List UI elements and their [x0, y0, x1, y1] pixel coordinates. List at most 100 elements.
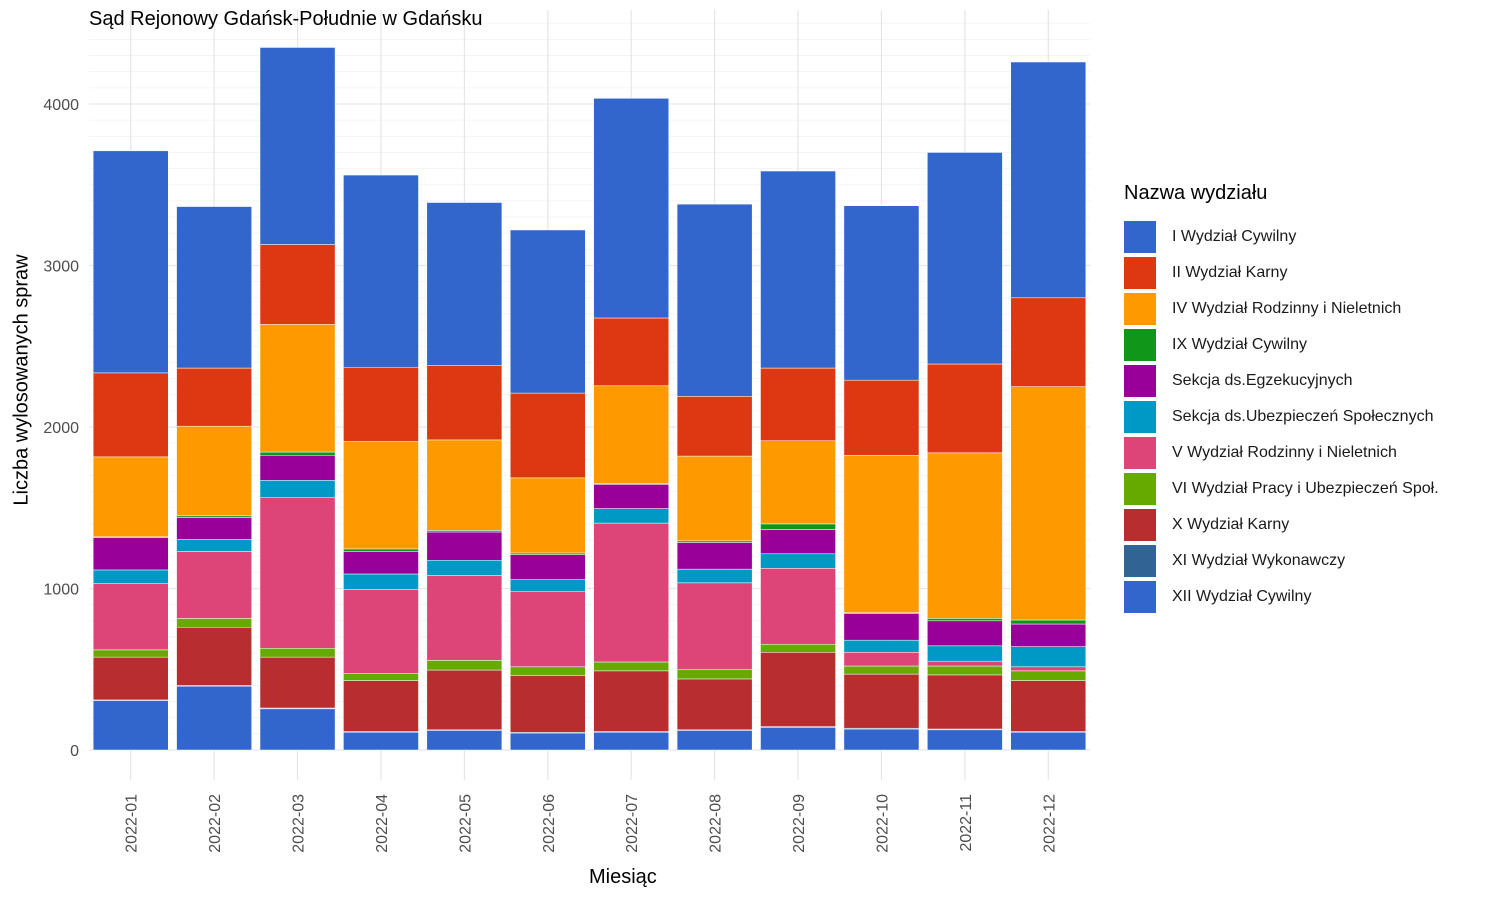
bar-segment: [176, 685, 252, 751]
bar-segment: [760, 529, 836, 555]
bar-segment: [843, 652, 920, 667]
legend-label: Sekcja ds.Ubezpieczeń Społecznych: [1172, 408, 1434, 425]
bar-segment: [760, 440, 836, 525]
bar-segment: [593, 385, 669, 484]
bar-segment: [343, 551, 419, 575]
bar-segment: [343, 573, 419, 590]
legend-swatch: [1124, 473, 1156, 505]
bar-segment: [510, 579, 586, 592]
bar-segment: [927, 665, 1003, 676]
bar-segment: [92, 583, 169, 651]
bar-segment: [92, 649, 169, 658]
legend-item: I Wydział Cywilny: [1124, 219, 1439, 255]
bar-segment: [593, 484, 669, 509]
bar-segment: [92, 656, 169, 701]
bar-segment: [343, 731, 419, 751]
bar-segment: [426, 439, 503, 531]
bar-segment: [1010, 619, 1087, 625]
bar-segment: [927, 452, 1003, 619]
bar-segment: [426, 202, 503, 366]
x-tick-label: 2022-08: [708, 794, 725, 853]
bar-segment: [1010, 386, 1087, 621]
bar-segment: [843, 665, 920, 675]
bar-segment: [927, 363, 1003, 454]
bar-segment: [259, 708, 336, 751]
legend-item: VI Wydział Pracy i Ubezpieczeń Społ.: [1124, 471, 1439, 507]
x-tick-label: 2022-09: [791, 794, 808, 853]
bar-segment: [760, 643, 836, 653]
legend-item: II Wydział Karny: [1124, 255, 1439, 291]
bar-segment: [1010, 297, 1087, 387]
bar-segment: [343, 680, 419, 732]
bar-segment: [593, 661, 669, 672]
bar-segment: [343, 174, 419, 368]
bar-segment: [259, 480, 336, 498]
bar-segment: [593, 98, 669, 319]
y-axis-ticks: 0 1000 2000 3000 4000: [43, 97, 79, 760]
bar-segment: [676, 455, 753, 542]
bar-segment: [343, 441, 419, 550]
bar-segment: [676, 582, 753, 670]
legend-swatch: [1124, 545, 1156, 577]
bar-segment: [176, 206, 252, 369]
bar-segment: [426, 669, 503, 731]
bar-segment: [676, 396, 753, 457]
bar-segment: [1010, 623, 1087, 647]
bar-segment: [843, 728, 920, 751]
y-tick-label: 1000: [43, 582, 79, 599]
bar-segment: [259, 244, 336, 325]
legend-swatch: [1124, 221, 1156, 253]
x-tick-label: 2022-04: [374, 794, 391, 853]
legend-swatch: [1124, 329, 1156, 361]
bar-segment: [593, 317, 669, 387]
bar-segment: [176, 538, 252, 552]
legend-swatch: [1124, 365, 1156, 397]
bar-segment: [676, 203, 753, 397]
bar-segment: [259, 455, 336, 481]
x-tick-label: 2022-07: [624, 794, 641, 853]
bar-segment: [510, 591, 586, 668]
bar-segment: [843, 673, 920, 729]
bar-segment: [510, 554, 586, 580]
legend-swatch: [1124, 437, 1156, 469]
bar-segment: [1010, 731, 1087, 751]
legend-item: Sekcja ds.Egzekucyjnych: [1124, 363, 1439, 399]
x-axis-ticks: 2022-01 2022-02 2022-03 2022-04 2022-05 2022-…: [124, 794, 1059, 853]
bar-segment: [343, 673, 419, 681]
bar-segment: [593, 508, 669, 524]
bar-segment: [676, 568, 753, 584]
x-tick-label: 2022-02: [207, 794, 224, 853]
bar-segment: [1010, 646, 1087, 668]
bar-segment: [593, 731, 669, 751]
bar-segment: [259, 497, 336, 649]
y-tick-label: 3000: [43, 259, 79, 276]
bar-segment: [92, 372, 169, 458]
bar-segment: [1010, 670, 1087, 681]
bar-segment: [843, 455, 920, 613]
bar-segment: [426, 730, 503, 751]
bar-segment: [843, 639, 920, 653]
legend-label: IV Wydział Rodzinny i Nieletnich: [1172, 300, 1402, 317]
bar-segment: [92, 569, 169, 584]
bar-segment: [676, 669, 753, 680]
bar-segment: [927, 618, 1003, 622]
legend-swatch: [1124, 581, 1156, 613]
bar-segment: [510, 229, 586, 394]
bar-segment: [676, 678, 753, 731]
legend-label: IX Wydział Cywilny: [1172, 336, 1307, 353]
bar-segment: [343, 366, 419, 442]
legend-label: Sekcja ds.Egzekucyjnych: [1172, 372, 1353, 389]
bar-segment: [510, 477, 586, 554]
legend-label: V Wydział Rodzinny i Nieletnich: [1172, 444, 1397, 461]
bar-segment: [927, 729, 1003, 751]
bar-segment: [510, 675, 586, 733]
bar-segment: [1010, 61, 1087, 299]
legend-item: Sekcja ds.Ubezpieczeń Społecznych: [1124, 399, 1439, 435]
legend-item: XII Wydział Cywilny: [1124, 579, 1439, 615]
x-axis-title: Miesiąc: [589, 866, 657, 888]
bar-segment: [176, 367, 252, 427]
bar-segment: [510, 666, 586, 676]
chart-title: Sąd Rejonowy Gdańsk-Południe w Gdańsku: [89, 8, 483, 30]
legend: Nazwa wydziału I Wydział Cywilny II Wydzi…: [1124, 182, 1439, 615]
